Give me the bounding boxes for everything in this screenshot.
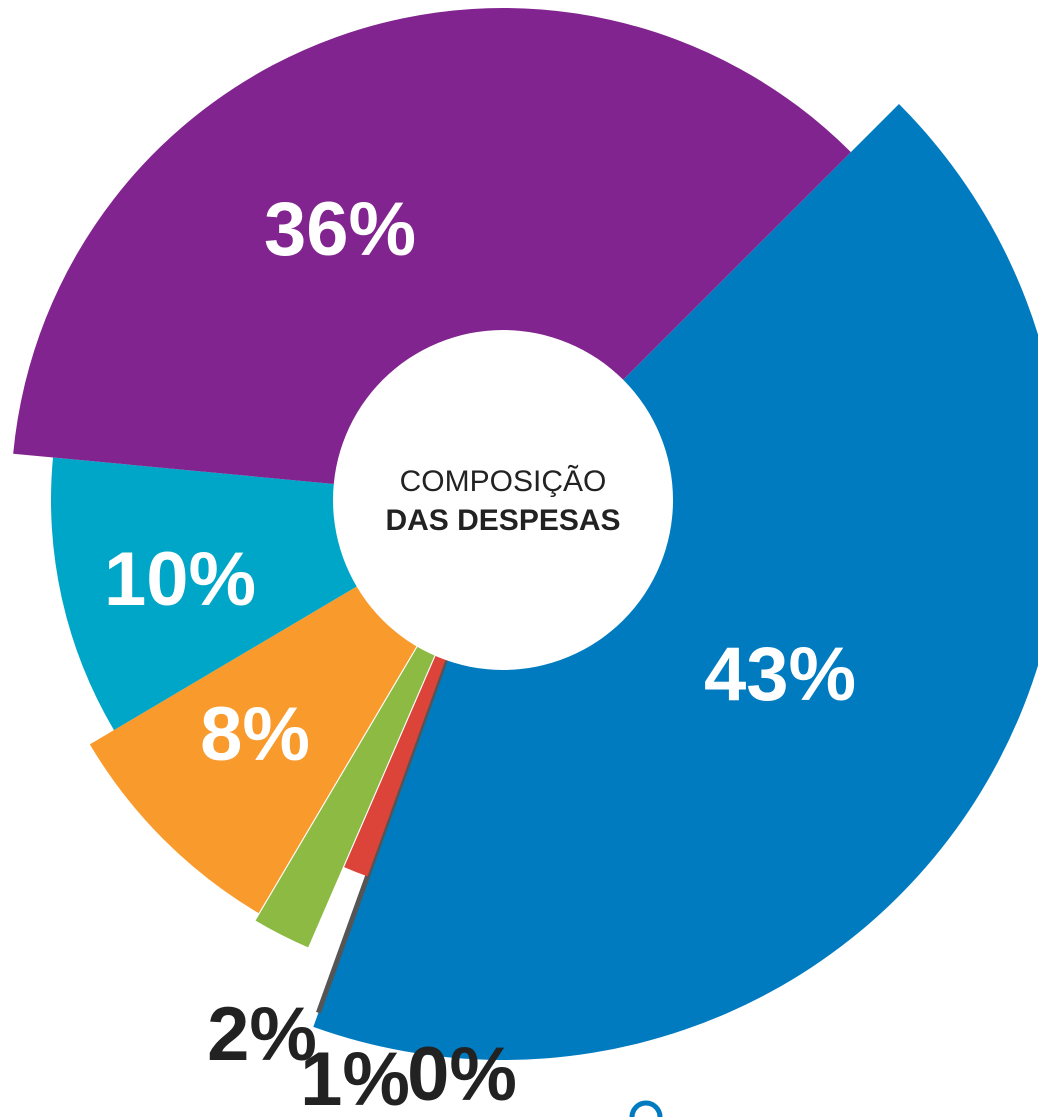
- data-label: 0%: [407, 1032, 517, 1117]
- title-line: COMPOSIÇÃO: [400, 464, 607, 498]
- data-label: 43%: [704, 632, 856, 717]
- decoration: [629, 1100, 663, 1117]
- wedge: [13, 8, 851, 500]
- wedge: [313, 104, 1038, 1060]
- title-line: DAS DESPESAS: [385, 504, 620, 537]
- center-hole: [333, 330, 673, 670]
- data-label: 2%: [207, 992, 317, 1077]
- data-label: 36%: [264, 187, 416, 272]
- data-label: 1%: [300, 1037, 410, 1117]
- data-label: 8%: [200, 692, 310, 777]
- data-label: 10%: [104, 537, 256, 622]
